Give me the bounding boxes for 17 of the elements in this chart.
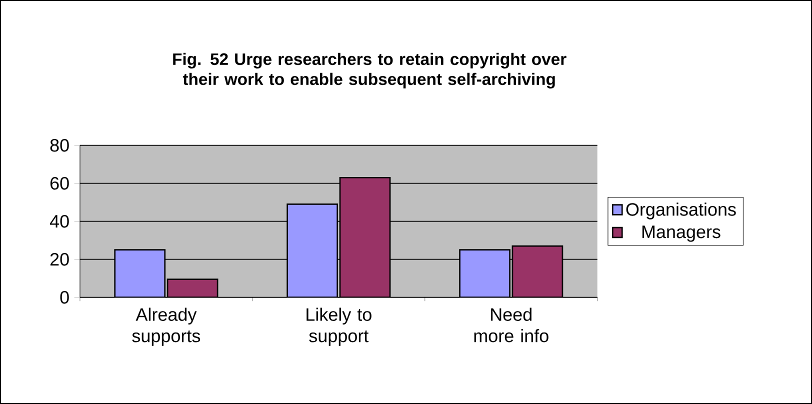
y-tick-label: 80	[50, 138, 69, 152]
y-tick-label: 0	[60, 290, 69, 304]
x-tick-label: Already supports	[132, 308, 200, 346]
bar	[166, 278, 218, 298]
legend-label: Organisations	[626, 202, 736, 220]
bar	[512, 245, 564, 298]
chart-title: Fig. 52 Urge researchers to retain copyright over their work to enable subsequent self-archiving	[173, 52, 566, 88]
bar	[114, 249, 166, 298]
y-tick-label: 20	[50, 252, 69, 266]
bar	[339, 176, 391, 298]
bar	[459, 249, 510, 298]
x-tick-label: Need more info	[474, 308, 548, 342]
legend-label: Managers	[642, 226, 720, 242]
x-tick-label: Likely to support	[306, 308, 372, 346]
bar	[286, 204, 338, 298]
y-tick-label: 60	[50, 176, 69, 190]
y-tick-label: 40	[50, 214, 69, 228]
